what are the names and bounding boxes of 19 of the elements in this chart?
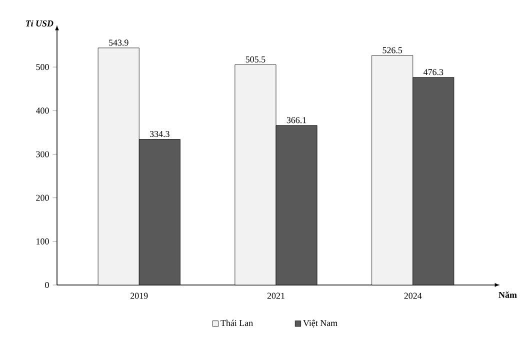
x-axis-title: Năm xyxy=(498,292,517,298)
data-label: 526.5 xyxy=(382,47,402,54)
legend-label: Việt Nam xyxy=(303,320,338,328)
y-tick-label: 0 xyxy=(45,282,49,288)
x-tick-label: 2024 xyxy=(404,292,422,299)
data-label: 476.3 xyxy=(423,69,444,76)
y-tick-label: 500 xyxy=(36,64,49,70)
data-label: 505.5 xyxy=(246,56,266,62)
y-axis-title: Tỉ USD xyxy=(26,20,54,26)
legend-label: Thái Lan xyxy=(220,320,253,326)
x-tick-label: 2021 xyxy=(267,292,284,299)
data-label: 334.3 xyxy=(150,131,170,138)
y-tick-label: 400 xyxy=(36,108,49,114)
data-label: 366.1 xyxy=(286,117,306,124)
y-tick-label: 100 xyxy=(36,238,49,244)
x-tick-label: 2019 xyxy=(130,292,148,299)
y-tick-label: 300 xyxy=(36,151,49,158)
y-tick-label: 200 xyxy=(36,194,49,201)
data-label: 543.9 xyxy=(109,40,128,46)
